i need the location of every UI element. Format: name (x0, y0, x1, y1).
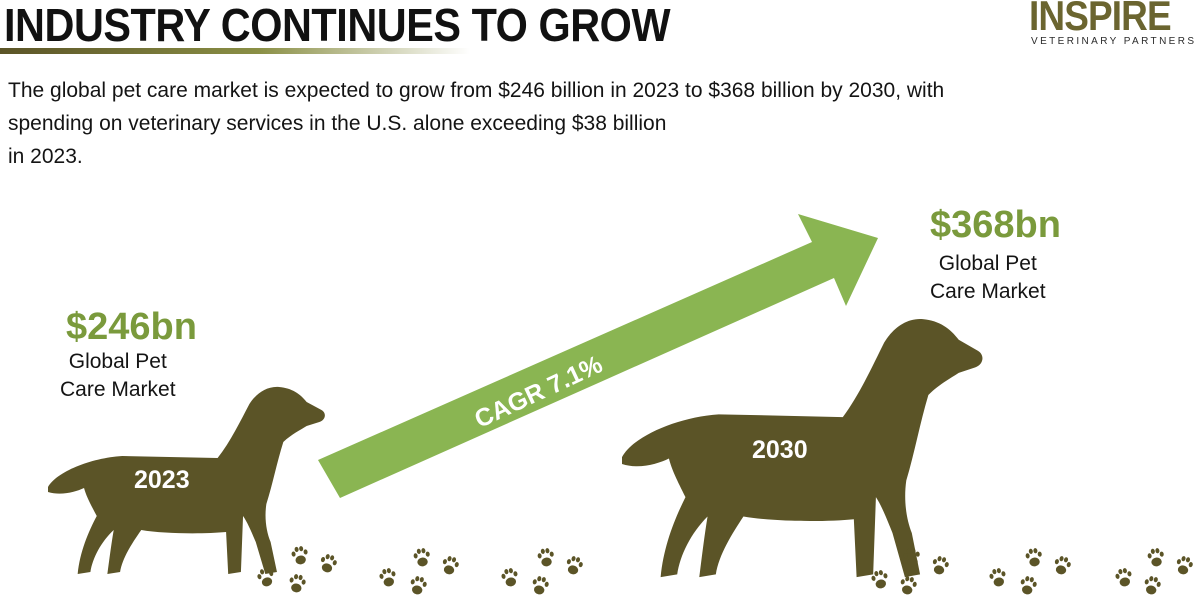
logo-subtitle: VETERINARY PARTNERS (1031, 36, 1197, 47)
title-underline (0, 48, 470, 54)
paw-print-icon (408, 574, 429, 596)
paw-print-icon (378, 566, 398, 588)
intro-paragraph: The global pet care market is expected t… (8, 74, 1138, 173)
paw-print-icon (290, 545, 310, 566)
year-label-2030: 2030 (752, 436, 808, 464)
intro-line-2: spending on veterinary services in the U… (8, 112, 667, 135)
market-label-2030: Global Pet Care Market (930, 250, 1046, 306)
paw-print-icon (412, 547, 432, 568)
logo-wordmark: INSPIRE (1029, 0, 1172, 39)
inspire-logo: INSPIRE VETERINARY PARTNERS (1025, 0, 1200, 52)
paw-print-icon (500, 566, 520, 588)
paw-print-icon (1024, 547, 1044, 568)
paw-print-icon (287, 573, 307, 594)
paw-prints (255, 545, 1195, 596)
paw-print-icon (930, 554, 951, 577)
market-label-line-2: Care Market (60, 378, 176, 401)
market-value-2023: $246bn (66, 306, 197, 348)
paw-print-icon (564, 554, 585, 577)
paw-print-icon (1174, 554, 1195, 577)
paw-print-icon (530, 574, 551, 596)
paw-print-icon (988, 566, 1008, 588)
growth-arrow-icon (318, 214, 878, 498)
paw-print-icon (318, 552, 339, 575)
market-label-line-1: Global Pet (68, 350, 167, 373)
market-label-line-1: Global Pet (938, 252, 1037, 275)
paw-print-icon (440, 554, 461, 577)
paw-print-icon (1142, 574, 1163, 596)
market-label-line-2: Care Market (930, 280, 1046, 303)
page-title: INDUSTRY CONTINUES TO GROW (4, 0, 671, 51)
paw-print-icon (536, 547, 556, 568)
paw-print-icon (1114, 566, 1134, 588)
market-label-2023: Global Pet Care Market (60, 348, 176, 404)
intro-line-1: The global pet care market is expected t… (8, 79, 945, 102)
paw-print-icon (1052, 554, 1073, 577)
year-label-2023: 2023 (134, 466, 190, 494)
paw-print-icon (1146, 547, 1166, 568)
paw-print-icon (1018, 574, 1039, 596)
market-value-2030: $368bn (930, 204, 1061, 246)
paw-print-icon (898, 574, 919, 596)
intro-line-3: in 2023. (8, 145, 83, 168)
